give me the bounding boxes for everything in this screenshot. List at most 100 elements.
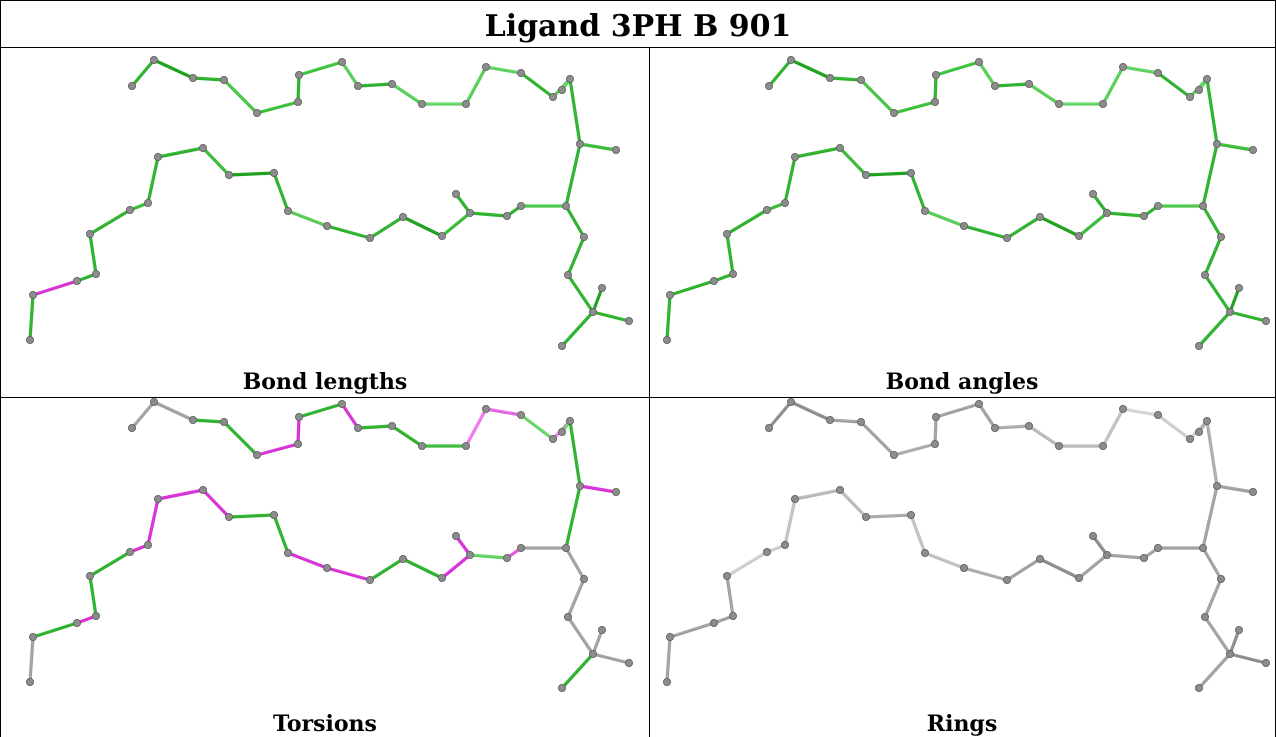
atom xyxy=(1195,86,1204,95)
atom xyxy=(1055,100,1064,109)
bond-highlight xyxy=(369,557,404,580)
bond-highlight xyxy=(567,615,594,654)
atom xyxy=(781,541,790,550)
atom xyxy=(417,100,426,109)
bond-highlight xyxy=(469,211,508,216)
bond xyxy=(923,209,966,228)
atom xyxy=(398,212,407,221)
bond-highlight xyxy=(561,652,594,688)
bond xyxy=(1121,407,1160,417)
atom xyxy=(564,613,573,622)
bond-highlight xyxy=(287,209,328,226)
bond xyxy=(356,424,394,430)
atom xyxy=(1099,441,1108,450)
atom xyxy=(465,551,474,560)
atom xyxy=(25,678,34,687)
bond-highlight xyxy=(565,143,581,206)
atom xyxy=(481,404,490,413)
bond-highlight xyxy=(391,82,423,104)
atom xyxy=(127,423,136,432)
bond xyxy=(191,418,226,424)
atom xyxy=(86,572,95,581)
bond-highlight xyxy=(669,279,715,295)
bond xyxy=(1027,82,1061,106)
atom xyxy=(763,205,772,214)
bond xyxy=(255,100,300,115)
bond-highlight xyxy=(569,78,581,144)
bond-highlight xyxy=(32,621,78,637)
atom xyxy=(517,69,526,78)
bond-highlight xyxy=(666,294,671,340)
atom xyxy=(28,290,37,299)
bond-lengths-bonds xyxy=(28,58,631,348)
atom xyxy=(1262,659,1271,668)
bond-highlight xyxy=(1078,211,1108,236)
bond-highlight xyxy=(326,566,371,580)
atom xyxy=(589,307,598,316)
rings-atoms xyxy=(663,397,1271,693)
bond xyxy=(1105,211,1146,218)
bond xyxy=(201,146,231,177)
bond-highlight xyxy=(726,575,734,616)
atom xyxy=(710,276,719,285)
atom xyxy=(322,564,331,573)
bond xyxy=(1077,553,1109,580)
bond-highlight xyxy=(726,550,768,576)
atom xyxy=(710,619,719,628)
bond-highlight xyxy=(579,142,617,150)
bond xyxy=(892,100,937,115)
atom xyxy=(666,633,675,642)
bond-highlight xyxy=(147,156,159,203)
bond-highlight xyxy=(935,60,980,75)
atom xyxy=(73,619,82,628)
atom xyxy=(1199,544,1208,553)
bond-highlight xyxy=(726,233,734,274)
bond-highlight xyxy=(1202,485,1218,548)
bond xyxy=(1077,211,1109,238)
atom xyxy=(1226,307,1235,316)
bond xyxy=(859,78,896,115)
atom xyxy=(558,341,567,350)
bond-highlight xyxy=(192,76,225,80)
bond xyxy=(31,279,79,297)
bond xyxy=(255,442,300,457)
bond xyxy=(1197,310,1232,348)
bond xyxy=(297,402,344,419)
bond xyxy=(560,310,595,348)
atom xyxy=(224,170,233,179)
atom xyxy=(353,82,362,91)
atom xyxy=(890,450,899,459)
bond xyxy=(1005,215,1042,240)
bond-highlight xyxy=(402,557,443,578)
atom xyxy=(1203,75,1212,84)
bond xyxy=(1027,424,1061,448)
atom xyxy=(857,417,866,426)
atom xyxy=(1249,145,1258,154)
bond-highlight xyxy=(963,224,1008,238)
bond xyxy=(484,407,523,417)
bond xyxy=(864,171,913,177)
bond-highlight xyxy=(790,400,831,420)
bond-highlight xyxy=(341,60,359,86)
atom xyxy=(461,100,470,109)
bond-highlight xyxy=(893,100,936,113)
bond-highlight xyxy=(1229,652,1267,663)
bond xyxy=(519,413,555,441)
bond-highlight xyxy=(465,407,487,446)
atom xyxy=(566,416,575,425)
bond xyxy=(156,488,205,501)
atom xyxy=(437,574,446,583)
bond-highlight xyxy=(1229,310,1267,321)
bond-highlight xyxy=(1206,78,1218,144)
atom xyxy=(598,283,607,292)
atom xyxy=(293,439,302,448)
bond xyxy=(325,566,372,582)
bond-highlight xyxy=(893,442,936,455)
bond-highlight xyxy=(784,156,796,203)
bond xyxy=(962,566,1009,582)
bond xyxy=(368,557,405,582)
atom xyxy=(1025,80,1034,89)
bond-highlight xyxy=(1198,310,1231,346)
